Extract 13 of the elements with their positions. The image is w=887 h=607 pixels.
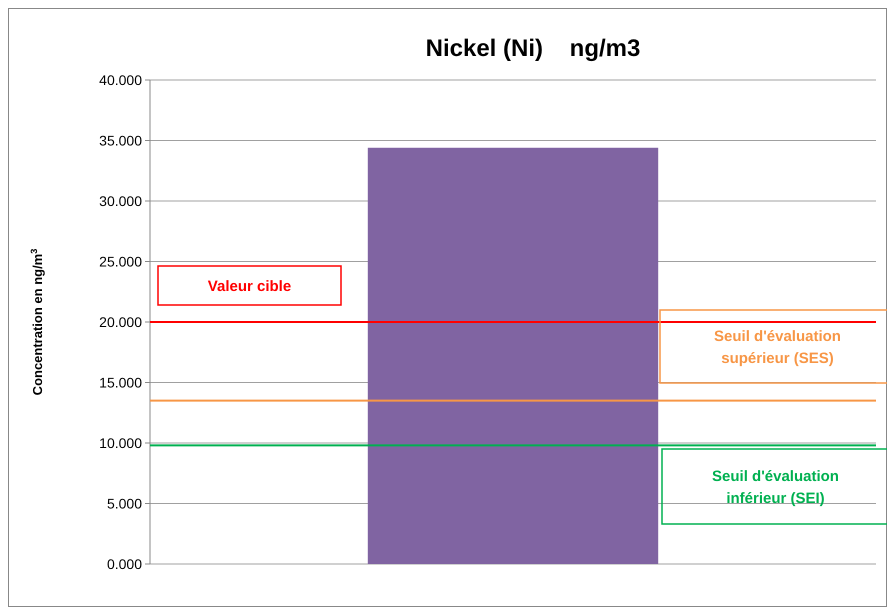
chart-title: Nickel (Ni) ng/m3 bbox=[426, 35, 640, 62]
ref-line-label: Seuil d'évaluation supérieur (SES) bbox=[714, 328, 841, 367]
y-tick-label: 10.000 bbox=[99, 434, 142, 451]
y-tick-label: 35.000 bbox=[99, 132, 142, 148]
ref-line-label: Seuil d'évaluation inférieur (SEI) bbox=[712, 468, 839, 507]
y-tick-label: 20.000 bbox=[99, 314, 142, 330]
y-tick-label: 40.000 bbox=[99, 72, 142, 88]
y-tick-label: 15.000 bbox=[99, 374, 142, 390]
y-tick-label: 25.000 bbox=[99, 253, 142, 270]
y-tick-label: 5.000 bbox=[106, 495, 142, 512]
y-tick-label: 0.000 bbox=[106, 556, 142, 572]
y-tick-label: 30.000 bbox=[99, 192, 142, 209]
ref-line-label: Valeur cible bbox=[208, 278, 292, 295]
